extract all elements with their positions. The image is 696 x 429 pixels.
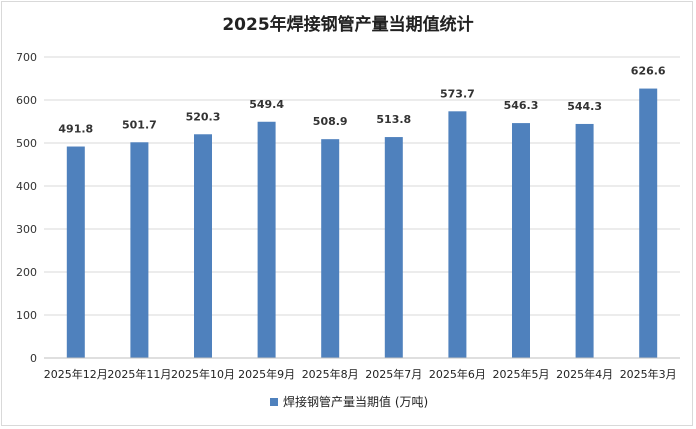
gridlines <box>44 56 680 316</box>
x-category-label: 2025年8月 <box>302 367 359 381</box>
x-category-label: 2025年11月 <box>107 367 171 381</box>
bar <box>512 123 530 358</box>
x-category-label: 2025年5月 <box>493 367 550 381</box>
x-category-label: 2025年12月 <box>44 367 108 381</box>
chart-title: 2025年焊接钢管产量当期值统计 <box>222 14 473 35</box>
bar <box>194 134 212 358</box>
data-label: 546.3 <box>504 99 539 112</box>
x-category-label: 2025年3月 <box>620 367 677 381</box>
y-tick-label: 700 <box>16 51 37 64</box>
y-tick-label: 400 <box>16 180 37 193</box>
x-category-label: 2025年4月 <box>556 367 613 381</box>
x-axis-categories: 2025年12月 2025年11月 2025年10月 2025年9月 2025年8月 20… <box>44 367 677 381</box>
bars <box>66 88 658 359</box>
data-label: 626.6 <box>631 65 666 78</box>
data-label: 549.4 <box>249 98 284 111</box>
data-label: 508.9 <box>313 115 348 128</box>
bar <box>257 121 276 359</box>
y-axis-ticks: 0 100 200 300 400 500 600 700 <box>16 51 37 365</box>
y-tick-label: 600 <box>16 94 37 107</box>
bar <box>448 111 467 359</box>
data-label: 573.7 <box>440 87 475 100</box>
bar <box>639 88 658 358</box>
y-tick-label: 300 <box>16 223 37 236</box>
data-label: 501.7 <box>122 118 157 131</box>
data-label: 544.3 <box>567 100 602 113</box>
data-label: 520.3 <box>186 110 221 123</box>
data-labels: 491.8 501.7 520.3 549.4 508.9 513.8 573.7 546.3… <box>58 65 666 136</box>
data-label: 513.8 <box>376 113 411 126</box>
legend-swatch <box>270 398 278 406</box>
legend: 焊接钢管产量当期值 (万吨) <box>270 394 428 409</box>
y-tick-label: 200 <box>16 266 37 279</box>
x-category-label: 2025年7月 <box>365 367 422 381</box>
y-tick-label: 100 <box>16 309 37 322</box>
y-tick-label: 500 <box>16 137 37 150</box>
y-tick-label: 0 <box>30 352 37 365</box>
legend-label: 焊接钢管产量当期值 (万吨) <box>283 394 428 409</box>
bar <box>575 123 594 359</box>
bar <box>384 137 403 358</box>
data-label: 491.8 <box>58 123 93 136</box>
bar <box>66 146 85 358</box>
x-category-label: 2025年6月 <box>429 367 486 381</box>
x-category-label: 2025年10月 <box>171 367 235 381</box>
bar <box>321 139 340 358</box>
bar <box>130 142 149 358</box>
x-category-label: 2025年9月 <box>238 367 295 381</box>
